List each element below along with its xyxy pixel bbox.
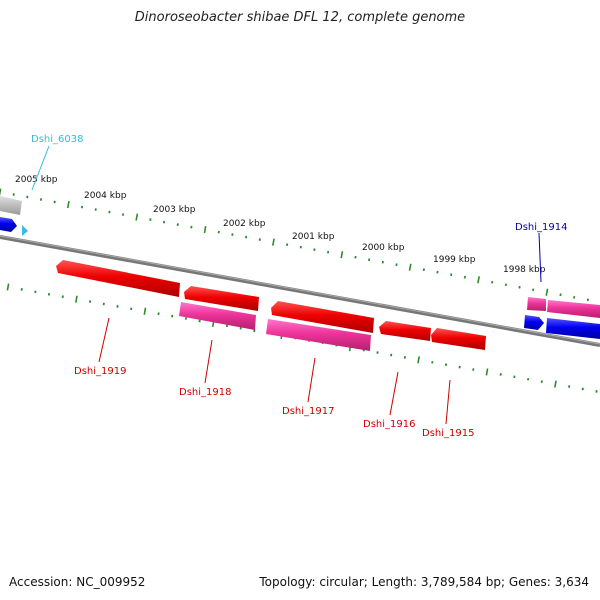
gene-dshi-1914-pink-b[interactable] [547, 300, 600, 318]
kbp-label-2004: 2004 kbp [84, 191, 127, 201]
major-tick [135, 213, 139, 221]
leader-lines [31, 145, 542, 425]
kbp-label-2002: 2002 kbp [223, 219, 266, 229]
accession-label: Accession: NC_009952 [9, 575, 146, 589]
kbp-label-2000: 2000 kbp [362, 243, 405, 253]
major-tick [417, 356, 420, 364]
minor-tick [217, 230, 220, 234]
scale-labels: 2005 kbp 2004 kbp 2003 kbp 2002 kbp 2001… [15, 175, 546, 275]
minor-tick [157, 312, 160, 316]
major-tick [143, 307, 147, 315]
topology-label: Topology: circular; Length: 3,789,584 bp… [259, 575, 589, 589]
gene-blue-left[interactable] [0, 217, 17, 232]
major-tick [75, 295, 78, 303]
gene-label-dshi-1914: Dshi_1914 [515, 222, 567, 233]
minor-tick [47, 292, 51, 296]
gene-dshi-1915[interactable] [431, 328, 486, 350]
major-tick [545, 288, 549, 296]
gene-label-dshi-1916: Dshi_1916 [363, 419, 415, 430]
minor-tick [26, 195, 29, 199]
outer-tick-track [0, 188, 589, 302]
gene-dshi-1919[interactable] [56, 260, 180, 297]
minor-tick [61, 295, 64, 299]
gene-label-dshi-1917: Dshi_1917 [282, 406, 334, 417]
genome-backbone-highlight [0, 235, 600, 345]
major-tick [203, 226, 207, 234]
genome-title: Dinoroseobacter shibae DFL 12, complete … [134, 10, 466, 25]
minor-tick [518, 285, 521, 289]
minor-tick [368, 258, 371, 262]
major-tick [477, 276, 480, 284]
kbp-label-1999: 1999 kbp [433, 255, 476, 265]
kbp-label-1998: 1998 kbp [503, 265, 546, 275]
kbp-label-2001: 2001 kbp [292, 232, 335, 242]
gene-dshi-1918-red[interactable] [184, 286, 259, 311]
gene-dshi-1918-pink[interactable] [179, 302, 256, 330]
major-tick [66, 200, 70, 209]
major-tick [340, 251, 344, 259]
gene-dshi-6038[interactable] [0, 196, 28, 236]
gene-dshi-1917-pink[interactable] [266, 319, 371, 351]
kbp-label-2003: 2003 kbp [153, 205, 196, 215]
gene-dshi-1916[interactable] [379, 321, 431, 341]
minor-tick [176, 223, 179, 226]
major-tick [408, 263, 412, 271]
minor-tick [463, 275, 466, 279]
gene-dshi-1914-blue-a[interactable] [524, 315, 544, 330]
minor-tick [162, 220, 166, 224]
major-tick [6, 283, 10, 291]
minor-tick [121, 213, 125, 216]
gene-label-dshi-1919: Dshi_1919 [74, 366, 126, 377]
minor-tick [568, 385, 571, 388]
gene-label-dshi-1915: Dshi_1915 [422, 428, 474, 439]
major-tick [272, 238, 275, 246]
minor-tick [422, 268, 425, 272]
major-tick [554, 380, 557, 388]
major-tick [0, 188, 2, 196]
genome-backbone [0, 235, 600, 347]
gene-label-dshi-1918: Dshi_1918 [179, 387, 231, 398]
minor-tick [313, 248, 316, 251]
gene-dshi-1917-red[interactable] [271, 301, 374, 333]
gene-label-dshi-6038: Dshi_6038 [31, 134, 83, 145]
major-tick [485, 368, 489, 376]
minor-tick [458, 365, 461, 369]
gene-dshi-1914-blue-b[interactable] [546, 318, 600, 339]
minor-tick [559, 293, 562, 297]
gene-dshi-1914-pink-a[interactable] [527, 297, 546, 311]
